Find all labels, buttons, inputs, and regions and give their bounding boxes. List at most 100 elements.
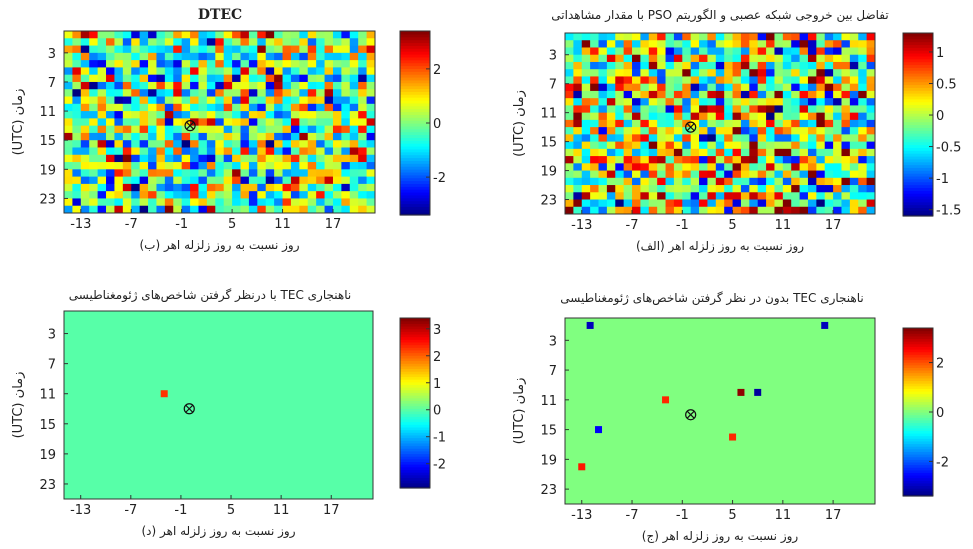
heatmap-cell: [816, 134, 826, 142]
heatmap-cell: [122, 111, 132, 119]
heatmap-cell: [223, 140, 233, 148]
heatmap-cell: [324, 74, 334, 83]
heatmap-cell: [816, 40, 826, 48]
heatmap-cell: [707, 177, 717, 186]
heatmap-cell: [766, 61, 775, 70]
heatmap-cell: [807, 54, 817, 63]
heatmap-cell: [282, 45, 292, 54]
heatmap-cell: [849, 83, 859, 92]
heatmap-cell: [181, 45, 191, 54]
heatmap-cell: [623, 163, 633, 171]
heatmap-cell: [274, 140, 283, 148]
heatmap-cell: [791, 33, 800, 41]
heatmap-cell: [665, 185, 675, 193]
heatmap-cell: [215, 89, 225, 97]
heatmap-cell: [665, 199, 675, 208]
heatmap-cell: [358, 176, 367, 185]
heatmap-cell: [349, 111, 359, 119]
heatmap-cell: [349, 198, 359, 207]
heatmap-cell: [89, 52, 99, 61]
heatmap-cell: [749, 54, 759, 63]
heatmap-cell: [573, 76, 583, 85]
heatmap-cell: [841, 40, 851, 48]
heatmap-cell: [740, 47, 750, 56]
heatmap-cell: [114, 96, 124, 105]
heatmap-cell: [707, 61, 717, 70]
heatmap-cell: [240, 96, 250, 105]
heatmap-cell: [358, 67, 367, 76]
heatmap-cell: [682, 192, 692, 200]
heatmap-cell: [332, 52, 342, 61]
heatmap-cell: [665, 192, 675, 200]
anomaly-cell: [595, 426, 603, 434]
heatmap-cell: [699, 148, 708, 157]
heatmap-cell: [248, 111, 258, 119]
heatmap-cell: [732, 76, 742, 85]
heatmap-cell: [274, 169, 283, 177]
heatmap-cell: [690, 54, 700, 63]
heatmap-cell: [156, 118, 166, 127]
heatmap-cell: [699, 90, 708, 99]
heatmap-cell: [232, 96, 241, 105]
heatmap-cell: [791, 177, 800, 186]
heatmap-cell: [782, 163, 792, 171]
heatmap-cell: [164, 169, 174, 177]
heatmap-cell: [816, 141, 826, 150]
heatmap-cell: [665, 177, 675, 186]
heatmap-cell: [866, 112, 876, 121]
heatmap-cell: [732, 156, 742, 164]
chart-title: ناهنجاری TEC بدون در نظر گرفتن شاخص‌های …: [560, 291, 863, 306]
heatmap-cell: [72, 111, 82, 119]
heatmap-cell: [307, 38, 317, 46]
heatmap-cell: [106, 103, 115, 112]
heatmap-cell: [799, 134, 809, 142]
heatmap-cell: [640, 141, 650, 150]
heatmap-cell: [606, 199, 616, 208]
heatmap-cell: [565, 119, 574, 128]
heatmap-cell: [648, 134, 658, 142]
heatmap-cell: [573, 185, 583, 193]
heatmap-cell: [807, 83, 817, 92]
heatmap-cell: [581, 192, 591, 200]
heatmap-cell: [341, 38, 351, 46]
heatmap-cell: [858, 148, 868, 157]
heatmap-cell: [89, 191, 99, 199]
heatmap-cell: [299, 183, 309, 192]
heatmap-cell: [623, 141, 633, 150]
heatmap-cell: [573, 69, 583, 77]
heatmap-cell: [131, 111, 141, 119]
heatmap-cell: [606, 185, 616, 193]
heatmap-cell: [122, 176, 132, 185]
heatmap-cell: [615, 163, 625, 171]
heatmap-cell: [282, 154, 292, 163]
heatmap-cell: [89, 103, 99, 112]
heatmap-cell: [606, 192, 616, 200]
anomaly-cell: [578, 463, 586, 471]
heatmap-cell: [89, 45, 99, 54]
heatmap-cell: [341, 60, 351, 68]
heatmap-cell: [240, 154, 250, 163]
heatmap-cell: [316, 103, 325, 112]
heatmap-cell: [316, 60, 325, 68]
heatmap-cell: [198, 140, 208, 148]
y-tick-label: 7: [48, 358, 56, 373]
heatmap-cell: [707, 83, 717, 92]
heatmap-cell: [232, 111, 241, 119]
heatmap-cell: [366, 111, 376, 119]
heatmap-cell: [757, 156, 767, 164]
heatmap-cell: [274, 125, 283, 134]
heatmap-cell: [640, 134, 650, 142]
heatmap-cell: [190, 52, 199, 61]
heatmap-cell: [690, 156, 700, 164]
heatmap-cell: [565, 163, 574, 171]
heatmap-cell: [299, 96, 309, 105]
heatmap-cell: [732, 90, 742, 99]
heatmap-cell: [282, 176, 292, 185]
heatmap-cell: [349, 176, 359, 185]
heatmap-cell: [682, 134, 692, 142]
heatmap-cell: [282, 52, 292, 61]
heatmap-cell: [615, 112, 625, 121]
heatmap-cell: [757, 192, 767, 200]
heatmap-cell: [841, 69, 851, 77]
